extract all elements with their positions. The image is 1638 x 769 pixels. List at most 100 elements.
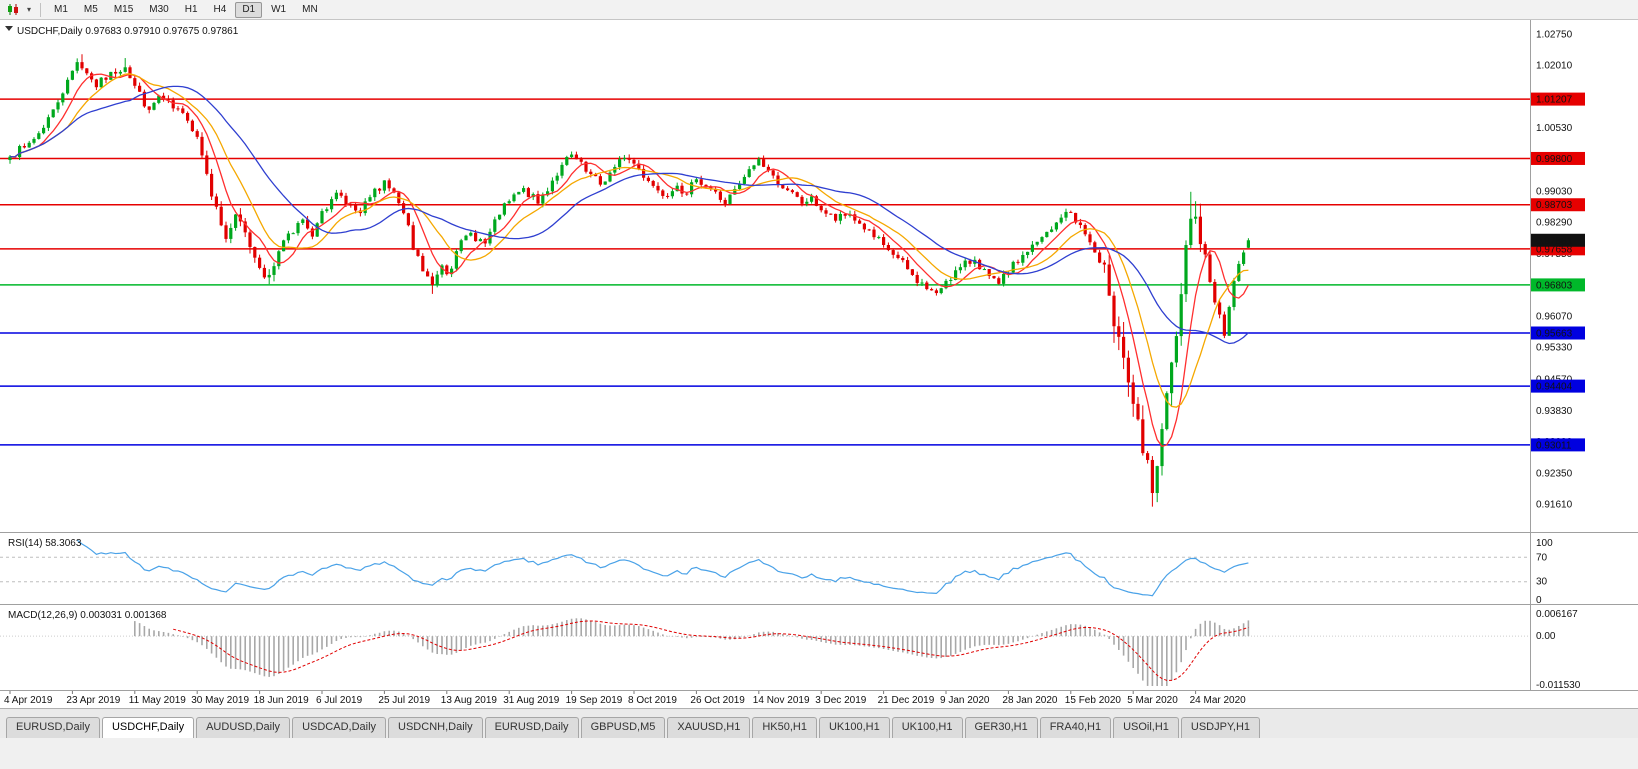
time-axis-label: 18 Jun 2019	[254, 695, 309, 706]
svg-text:0.92350: 0.92350	[1536, 468, 1573, 479]
price-line-label-0.93011: 0.93011	[1531, 438, 1585, 452]
rsi-axis-label: 0	[1536, 595, 1542, 606]
chart-tab[interactable]: XAUUSD,H1	[667, 717, 751, 738]
svg-text:0.96070: 0.96070	[1536, 311, 1573, 322]
macd-label: MACD(12,26,9) 0.003031 0.001368	[8, 610, 167, 621]
rsi-line	[76, 539, 1249, 597]
time-axis-label: 14 Nov 2019	[753, 695, 810, 706]
window-bottom-strip	[0, 738, 1638, 769]
fast-ma-line	[9, 73, 1249, 448]
time-axis-label: 6 Jul 2019	[316, 695, 363, 706]
horizontal-lines	[0, 98, 1530, 446]
time-axis-label: 9 Jan 2020	[940, 695, 990, 706]
time-axis-label: 3 Dec 2019	[815, 695, 867, 706]
time-axis-label: 31 Aug 2019	[503, 695, 560, 706]
timeframe-m15-button[interactable]: M15	[113, 3, 134, 15]
mid-ma-line	[9, 73, 1249, 408]
price-line-label-0.98703: 0.98703	[1531, 198, 1585, 212]
timeframe-m1-button[interactable]: M1	[54, 3, 68, 15]
price-line-label-0.96803: 0.96803	[1531, 278, 1585, 292]
time-axis-label: 21 Dec 2019	[878, 695, 935, 706]
time-axis-label: 19 Sep 2019	[566, 695, 623, 706]
candlestick-chart-icon[interactable]	[4, 2, 22, 18]
macd-panel: MACD(12,26,9) 0.003031 0.001368 0.006167 0…	[0, 609, 1581, 691]
svg-text:0.97658: 0.97658	[1536, 244, 1573, 255]
price-line-label-0.95663: 0.95663	[1531, 326, 1585, 340]
chart-tab[interactable]: UK100,H1	[818, 717, 890, 738]
top-toolbar: ▾ M1 M5 M15 M30 H1 H4 D1 W1 MN	[0, 0, 1638, 20]
chart-tab[interactable]: UK100,H1	[891, 717, 963, 738]
timeframe-d1-button[interactable]: D1	[235, 1, 263, 18]
time-axis-label: 5 Mar 2020	[1127, 695, 1178, 706]
chart-tab[interactable]: USDJPY,H1	[1180, 717, 1261, 738]
svg-text:0.99800: 0.99800	[1536, 154, 1573, 165]
candlestick-glyph	[8, 4, 18, 15]
svg-text:0.96803: 0.96803	[1536, 280, 1573, 291]
chart-title: USDCHF,Daily 0.97683 0.97910 0.97675 0.9…	[17, 26, 239, 37]
timeframe-mn-button[interactable]: MN	[302, 3, 318, 15]
chart-canvas[interactable]: 1.027501.020101.012701.005300.997900.990…	[0, 20, 1638, 708]
macd-histogram	[134, 618, 1250, 686]
svg-text:0.94404: 0.94404	[1536, 382, 1573, 393]
svg-text:0.98703: 0.98703	[1536, 200, 1573, 211]
price-line-label-0.94404: 0.94404	[1531, 379, 1585, 393]
chart-tabs-bar: EURUSD,Daily USDCHF,Daily AUDUSD,Daily U…	[0, 708, 1638, 738]
price-line-label-0.99800: 0.99800	[1531, 151, 1585, 165]
chart-tab[interactable]: EURUSD,Daily	[484, 717, 579, 738]
chart-tab[interactable]: GBPUSD,M5	[580, 717, 666, 738]
slow-ma-line	[9, 85, 1249, 345]
chart-tab[interactable]: GER30,H1	[964, 717, 1038, 738]
rsi-axis-label: 100	[1536, 538, 1553, 549]
chart-tab[interactable]: USOil,H1	[1113, 717, 1179, 738]
toolbar-separator	[40, 2, 41, 17]
svg-text:1.02750: 1.02750	[1536, 30, 1573, 41]
timeframe-h4-button[interactable]: H4	[213, 3, 227, 15]
chart-window: 1.027501.020101.012701.005300.997900.990…	[0, 20, 1638, 708]
dropdown-arrow-icon[interactable]: ▾	[26, 5, 31, 14]
svg-text:0.95330: 0.95330	[1536, 343, 1573, 354]
chart-tab-active[interactable]: USDCHF,Daily	[101, 717, 195, 738]
time-axis-label: 25 Jul 2019	[378, 695, 430, 706]
candlestick-series	[8, 54, 1250, 507]
time-axis-label: 30 May 2019	[191, 695, 249, 706]
time-axis-label: 24 Mar 2020	[1190, 695, 1247, 706]
chart-tab[interactable]: USDCNH,Daily	[388, 717, 483, 738]
rsi-axis-label: 70	[1536, 552, 1548, 563]
svg-text:0.93011: 0.93011	[1536, 440, 1572, 451]
price-line-label-1.01207: 1.01207	[1531, 92, 1585, 106]
time-axis-label: 23 Apr 2019	[66, 695, 120, 706]
chart-tab[interactable]: HK50,H1	[752, 717, 817, 738]
macd-axis-label: 0.006167	[1536, 609, 1578, 620]
timeframe-w1-button[interactable]: W1	[271, 3, 287, 15]
svg-text:0.95663: 0.95663	[1536, 329, 1573, 340]
rsi-label: RSI(14) 58.3063	[8, 538, 82, 549]
time-axis-label: 11 May 2019	[129, 695, 187, 706]
chart-tab[interactable]: USDCAD,Daily	[292, 717, 387, 738]
macd-axis-label: 0.00	[1536, 631, 1556, 642]
macd-axis-label: -0.011530	[1536, 680, 1581, 691]
time-axis-label: 4 Apr 2019	[4, 695, 53, 706]
time-axis-label: 8 Oct 2019	[628, 695, 677, 706]
svg-text:0.99030: 0.99030	[1536, 186, 1573, 197]
time-axis[interactable]: 4 Apr 2019 23 Apr 2019 11 May 2019 30 May 2…	[4, 691, 1246, 706]
rsi-axis-label: 30	[1536, 577, 1548, 588]
svg-text:1.01207: 1.01207	[1536, 95, 1573, 106]
svg-text:1.00530: 1.00530	[1536, 123, 1573, 134]
current-price-badge: 0.97861	[1531, 233, 1585, 247]
chart-tab[interactable]: AUDUSD,Daily	[196, 717, 291, 738]
chart-tab[interactable]: EURUSD,Daily	[6, 717, 100, 738]
timeframe-m5-button[interactable]: M5	[83, 3, 98, 15]
timeframe-h1-button[interactable]: H1	[184, 3, 198, 15]
panel-borders	[0, 20, 1638, 691]
time-axis-label: 26 Oct 2019	[690, 695, 745, 706]
macd-signal-line	[173, 620, 1249, 681]
rsi-panel: RSI(14) 58.3063 100 70 30 0	[0, 538, 1553, 606]
timeframe-m30-button[interactable]: M30	[149, 3, 169, 15]
time-axis-label: 13 Aug 2019	[441, 695, 498, 706]
svg-text:0.93830: 0.93830	[1536, 406, 1573, 417]
svg-text:0.91610: 0.91610	[1536, 499, 1573, 510]
time-axis-label: 28 Jan 2020	[1002, 695, 1057, 706]
chart-menu-arrow-icon[interactable]	[5, 26, 13, 31]
svg-text:1.02010: 1.02010	[1536, 61, 1573, 72]
chart-tab[interactable]: FRA40,H1	[1039, 717, 1112, 738]
